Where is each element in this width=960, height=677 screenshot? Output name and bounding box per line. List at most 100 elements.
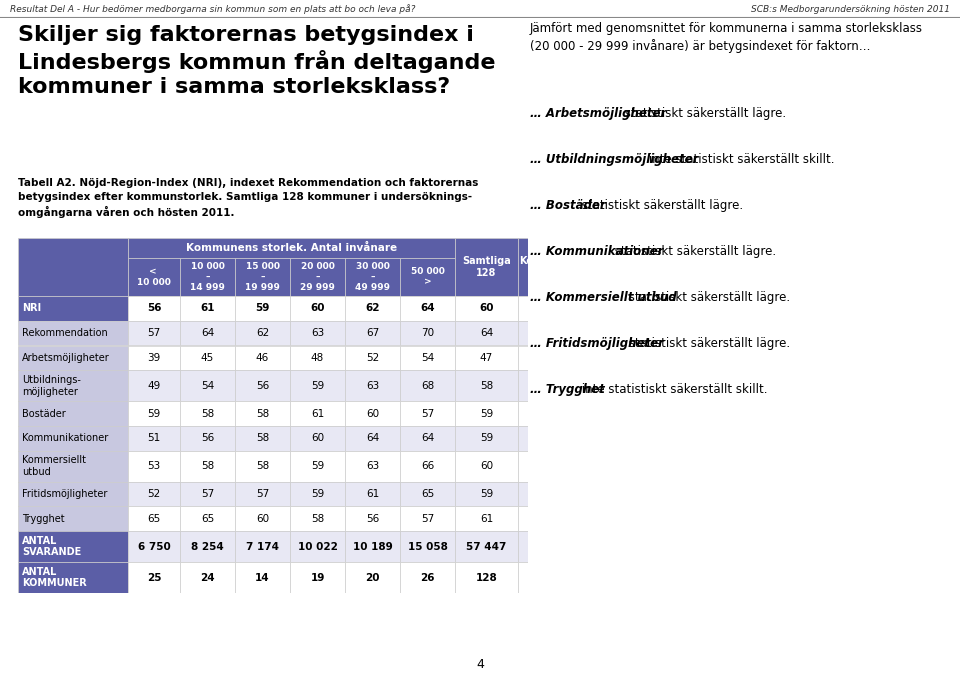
Bar xyxy=(345,506,400,531)
Text: ANTAL
SVARANDE: ANTAL SVARANDE xyxy=(22,536,82,557)
Text: 60: 60 xyxy=(256,514,269,524)
Bar xyxy=(180,451,235,481)
Bar xyxy=(455,370,518,401)
Bar xyxy=(518,345,588,370)
Text: 15 058: 15 058 xyxy=(408,542,447,552)
Bar xyxy=(18,506,128,531)
Text: Samtliga
128: Samtliga 128 xyxy=(462,256,511,278)
Bar xyxy=(290,531,345,562)
Bar xyxy=(235,506,290,531)
Bar xyxy=(235,531,290,562)
Text: < 
10 000: < 10 000 xyxy=(137,267,171,286)
Bar xyxy=(400,451,455,481)
Text: 61: 61 xyxy=(311,408,324,418)
Bar xyxy=(345,296,400,321)
Text: 56: 56 xyxy=(546,489,560,499)
Text: 25: 25 xyxy=(147,573,161,582)
Bar xyxy=(180,370,235,401)
Text: Skiljer sig faktorernas betygsindex i
Lindesbergs kommun från deltagande
kommune: Skiljer sig faktorernas betygsindex i Li… xyxy=(18,25,495,97)
Bar xyxy=(455,345,518,370)
Bar xyxy=(455,506,518,531)
Bar xyxy=(235,481,290,506)
Text: 53: 53 xyxy=(148,461,160,471)
Text: 64: 64 xyxy=(366,433,379,443)
Text: NRI: NRI xyxy=(22,303,41,313)
Bar xyxy=(400,321,455,345)
Bar xyxy=(290,401,345,426)
Bar xyxy=(235,451,290,481)
Text: … Utbildningsmöjligheter: … Utbildningsmöjligheter xyxy=(530,153,698,166)
Bar xyxy=(128,370,180,401)
Bar xyxy=(18,481,128,506)
Bar xyxy=(455,531,518,562)
Bar xyxy=(290,258,345,296)
Bar xyxy=(400,562,455,593)
Text: 59: 59 xyxy=(311,380,324,391)
Bar xyxy=(290,321,345,345)
Text: … Fritidsmöjligheter: … Fritidsmöjligheter xyxy=(530,337,664,350)
Bar xyxy=(128,345,180,370)
Text: Rekommendation: Rekommendation xyxy=(22,328,108,338)
Bar xyxy=(518,370,588,401)
Text: 65: 65 xyxy=(420,489,434,499)
Bar xyxy=(180,296,235,321)
Text: 128: 128 xyxy=(475,573,497,582)
Bar xyxy=(235,258,290,296)
Bar xyxy=(128,258,180,296)
Text: 59: 59 xyxy=(480,489,493,499)
Text: Kommunikationer: Kommunikationer xyxy=(22,433,108,443)
Bar xyxy=(128,426,180,451)
Text: 60: 60 xyxy=(310,303,324,313)
Text: 62: 62 xyxy=(365,303,380,313)
Bar xyxy=(290,506,345,531)
Bar xyxy=(345,258,400,296)
Bar xyxy=(345,426,400,451)
Bar xyxy=(400,506,455,531)
Bar xyxy=(345,321,400,345)
Text: 57: 57 xyxy=(148,328,160,338)
Bar xyxy=(180,481,235,506)
Text: 54: 54 xyxy=(201,380,214,391)
Text: 55: 55 xyxy=(546,328,560,338)
Bar xyxy=(290,426,345,451)
Text: 65: 65 xyxy=(201,514,214,524)
Text: 55: 55 xyxy=(546,514,560,524)
Bar xyxy=(18,451,128,481)
Bar xyxy=(400,370,455,401)
Text: 59: 59 xyxy=(480,408,493,418)
Bar xyxy=(235,562,290,593)
Text: statistiskt säkerställt lägre.: statistiskt säkerställt lägre. xyxy=(626,337,791,350)
Text: 63: 63 xyxy=(311,328,324,338)
Bar xyxy=(345,370,400,401)
Bar xyxy=(290,296,345,321)
Bar xyxy=(290,370,345,401)
Text: 61: 61 xyxy=(480,514,493,524)
Text: 8 254: 8 254 xyxy=(191,542,224,552)
Text: 53: 53 xyxy=(546,408,560,418)
Text: 10 000
–
14 999: 10 000 – 14 999 xyxy=(190,262,225,292)
Bar xyxy=(180,401,235,426)
Text: Trygghet: Trygghet xyxy=(22,514,64,524)
Text: 64: 64 xyxy=(201,328,214,338)
Text: 47: 47 xyxy=(480,353,493,363)
Text: 15 000
–
19 999: 15 000 – 19 999 xyxy=(245,262,280,292)
Text: 58: 58 xyxy=(311,514,324,524)
Bar xyxy=(18,238,128,296)
Bar xyxy=(345,562,400,593)
Text: … Kommersiellt utbud: … Kommersiellt utbud xyxy=(530,291,677,304)
Text: 48: 48 xyxy=(546,433,560,443)
Text: 56: 56 xyxy=(256,380,269,391)
Text: 49: 49 xyxy=(148,380,160,391)
Bar xyxy=(290,451,345,481)
Bar xyxy=(235,321,290,345)
Bar xyxy=(235,345,290,370)
Text: 57: 57 xyxy=(420,408,434,418)
Bar xyxy=(518,506,588,531)
Text: 61: 61 xyxy=(201,303,215,313)
Bar xyxy=(18,321,128,345)
Text: 59: 59 xyxy=(148,408,160,418)
Text: 54: 54 xyxy=(420,353,434,363)
Text: 52: 52 xyxy=(148,489,160,499)
Bar xyxy=(455,296,518,321)
Bar xyxy=(128,531,180,562)
